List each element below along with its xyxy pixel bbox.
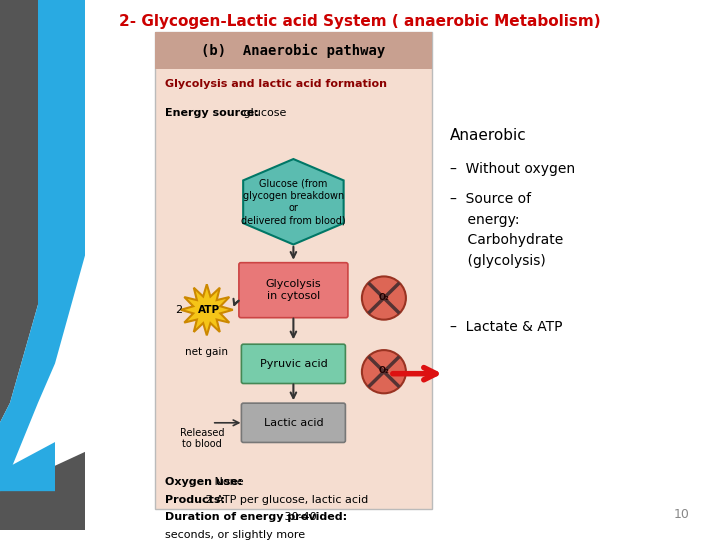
Text: glucose: glucose	[240, 109, 286, 118]
Text: Duration of energy provided:: Duration of energy provided:	[165, 512, 347, 522]
Text: Glycolysis and lactic acid formation: Glycolysis and lactic acid formation	[165, 79, 387, 89]
Text: Energy source:: Energy source:	[165, 109, 258, 118]
Text: 2: 2	[175, 305, 182, 315]
Bar	[155, 32, 432, 69]
Polygon shape	[0, 0, 38, 530]
Text: Glucose (from
glycogen breakdown
or
delivered from blood): Glucose (from glycogen breakdown or deli…	[241, 178, 346, 225]
Circle shape	[362, 350, 406, 393]
Polygon shape	[0, 452, 85, 530]
Circle shape	[362, 276, 406, 320]
Text: O₂: O₂	[379, 293, 390, 301]
Polygon shape	[0, 0, 85, 491]
Polygon shape	[181, 284, 233, 335]
Text: 2- Glycogen-Lactic acid System ( anaerobic Metabolism): 2- Glycogen-Lactic acid System ( anaerob…	[120, 14, 600, 29]
Text: seconds, or slightly more: seconds, or slightly more	[165, 530, 305, 540]
Text: Products:: Products:	[165, 495, 225, 504]
Text: –  Source of
    energy:
    Carbohydrate
    (glycolysis): – Source of energy: Carbohydrate (glycol…	[450, 192, 563, 268]
Text: Anaerobic: Anaerobic	[450, 128, 527, 143]
Polygon shape	[0, 442, 55, 491]
Text: (b)  Anaerobic pathway: (b) Anaerobic pathway	[202, 43, 385, 58]
Text: Lactic acid: Lactic acid	[264, 418, 323, 428]
Text: –  Without oxygen: – Without oxygen	[450, 163, 575, 177]
Text: 10: 10	[674, 508, 690, 521]
Text: None: None	[210, 477, 243, 487]
Text: 2 ATP per glucose, lactic acid: 2 ATP per glucose, lactic acid	[202, 495, 369, 504]
Text: –  Lactate & ATP: – Lactate & ATP	[450, 320, 562, 334]
FancyBboxPatch shape	[241, 344, 346, 383]
Text: ATP: ATP	[198, 305, 220, 315]
Text: Released
to blood: Released to blood	[179, 428, 224, 449]
Bar	[155, 32, 432, 509]
Polygon shape	[243, 159, 343, 245]
Text: Glycolysis
in cytosol: Glycolysis in cytosol	[266, 279, 321, 301]
Text: Pyruvic acid: Pyruvic acid	[259, 359, 328, 369]
Text: Oxygen use:: Oxygen use:	[165, 477, 242, 487]
FancyBboxPatch shape	[239, 262, 348, 318]
Text: net gain: net gain	[185, 347, 228, 357]
Text: 30-40: 30-40	[282, 512, 317, 522]
FancyBboxPatch shape	[241, 403, 346, 442]
Text: O₂: O₂	[379, 366, 390, 375]
